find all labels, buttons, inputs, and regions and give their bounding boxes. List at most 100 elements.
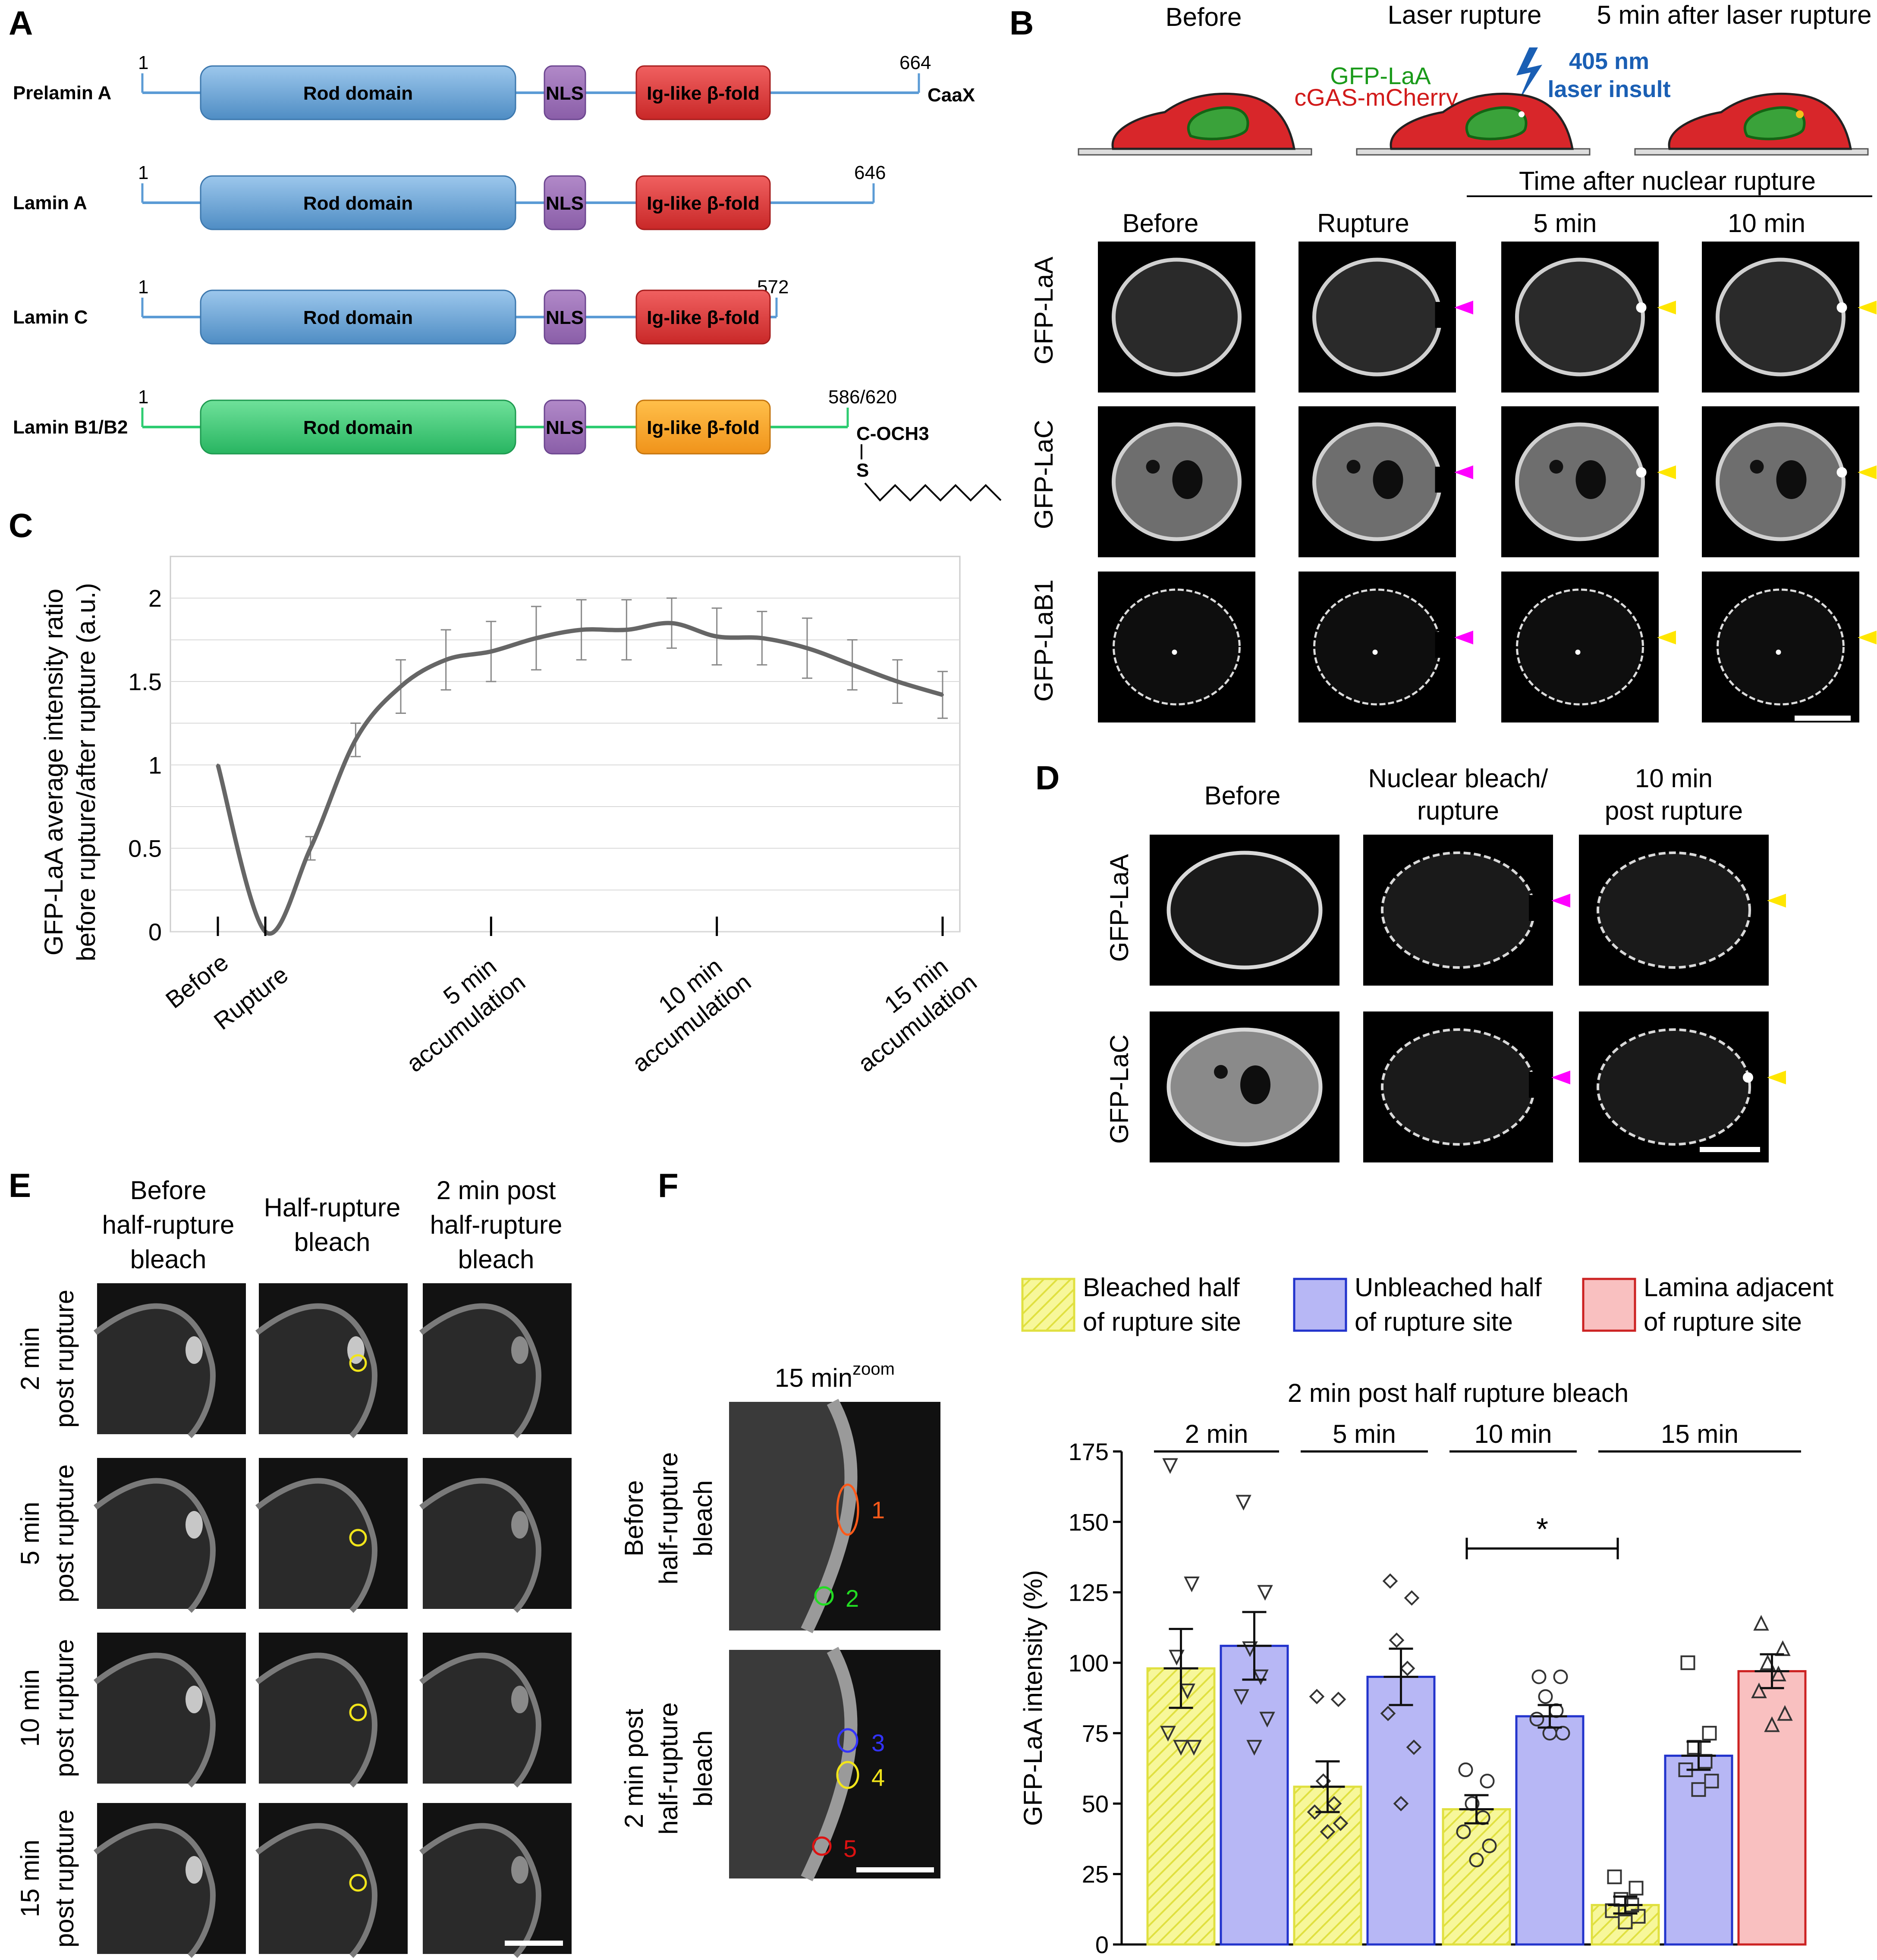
zoom-title: 15 minzoom — [775, 1360, 895, 1392]
ig-fold-label: Ig-like β-fold — [647, 307, 760, 328]
laser-bolt-icon — [1516, 47, 1542, 101]
data-point — [1333, 1816, 1349, 1831]
data-point — [1160, 1726, 1176, 1742]
nucleolus — [1214, 1065, 1228, 1079]
nls-domain — [544, 175, 586, 230]
data-point — [1775, 1640, 1791, 1656]
start-residue: 1 — [138, 52, 148, 73]
nucleus — [1312, 258, 1442, 377]
micrograph — [419, 1458, 572, 1613]
y-tick-label: 100 — [1069, 1649, 1109, 1677]
data-point — [399, 685, 402, 688]
prenyl-chain — [864, 482, 1002, 502]
accumulation-arrowhead — [1858, 465, 1877, 479]
data-point — [1691, 1782, 1706, 1797]
nucleus — [1166, 851, 1323, 970]
data-point — [1307, 1804, 1323, 1820]
protein-row: Prelamin A 1 664 Rod domain NLS Ig-like β-fol… — [13, 52, 975, 120]
roi-ellipse — [836, 1761, 859, 1789]
rupture-accumulation — [511, 1686, 528, 1713]
data-point — [1233, 1689, 1249, 1705]
roi-label: 4 — [871, 1764, 885, 1791]
protein-row: Lamin A 1 646 Rod domain NLS Ig-like β-fold — [13, 162, 886, 230]
y-tick-label: 0.5 — [128, 835, 162, 862]
schematic-after-label: 5 min after laser rupture — [1597, 0, 1872, 29]
e-row-label-l2: post rupture — [50, 1639, 79, 1777]
data-point — [1380, 1706, 1396, 1721]
roi-label: 3 — [871, 1729, 885, 1756]
micrograph — [1363, 835, 1570, 986]
panel-letter-b: B — [1009, 4, 1034, 42]
micrograph — [1298, 572, 1473, 722]
data-point — [1399, 1661, 1415, 1676]
e-col2-l2: bleach — [294, 1228, 371, 1256]
nucleoplasm — [729, 1402, 851, 1630]
nucleoplasm — [259, 1828, 372, 1954]
data-point — [1330, 1691, 1346, 1707]
legend-swatch — [1582, 1278, 1636, 1332]
nls-label: NLS — [546, 307, 584, 328]
start-residue: 1 — [138, 162, 148, 183]
nucleus — [1112, 258, 1242, 377]
nucleolus — [1575, 460, 1606, 499]
ig-fold-domain — [635, 65, 771, 120]
end-residue: 586/620 — [828, 386, 897, 408]
rupture-accumulation — [511, 1856, 528, 1884]
data-point — [444, 658, 447, 661]
data-point — [1777, 1705, 1793, 1721]
micrograph — [255, 1633, 408, 1788]
lamin-focus — [1172, 650, 1177, 655]
data-point — [1393, 1796, 1409, 1812]
nuclear-envelope — [801, 1398, 858, 1633]
nls-label: NLS — [546, 193, 584, 214]
ig-fold-domain — [635, 175, 771, 230]
nucleus — [1597, 851, 1751, 969]
data-point — [1326, 1796, 1342, 1812]
micrograph — [93, 1633, 246, 1788]
micrograph — [1298, 242, 1473, 393]
protein-name: Prelamin A — [13, 82, 111, 104]
panel-f: F 15 minzoom Before half-rupture bleach … — [619, 1166, 1834, 1958]
c-ylabel-line1: GFP-LaA average intensity ratio — [39, 589, 68, 955]
e-row-label-l2: post rupture — [50, 1290, 79, 1428]
nucleoplasm — [259, 1309, 372, 1434]
accumulation-arrowhead — [1657, 465, 1676, 479]
start-residue: 1 — [138, 276, 148, 298]
y-tick-label: 25 — [1082, 1861, 1109, 1888]
lamin-accumulation — [1743, 1072, 1753, 1083]
data-point — [670, 622, 673, 625]
micrograph — [419, 1633, 572, 1788]
y-tick-label: 150 — [1069, 1508, 1109, 1536]
panel-letter-d: D — [1035, 759, 1060, 797]
zoom-row2-l3: bleach — [689, 1731, 717, 1807]
rupture-gap — [1529, 895, 1540, 921]
nucleolus — [1240, 1065, 1270, 1104]
methyl-ester-label: C-OCH3 — [856, 423, 929, 444]
micrograph — [255, 1803, 408, 1958]
roi-label: 2 — [846, 1585, 859, 1612]
b-col-10min: 10 min — [1728, 209, 1805, 238]
roi-ellipse — [837, 1728, 858, 1753]
nls-label: NLS — [546, 83, 584, 104]
data-point — [851, 663, 854, 666]
data-point — [941, 693, 944, 696]
e-col3-l3: bleach — [458, 1245, 534, 1274]
group-label: 15 min — [1661, 1420, 1739, 1448]
lamin-accumulation — [1836, 467, 1847, 477]
y-tick-label: 0 — [148, 918, 162, 945]
data-point — [1482, 1838, 1497, 1853]
accumulation-arrowhead — [1858, 631, 1877, 644]
data-point — [1236, 1495, 1251, 1511]
micrograph — [1501, 242, 1676, 393]
data-point — [1469, 1853, 1484, 1868]
y-tick-label: 2 — [148, 585, 162, 612]
y-tick-label: 175 — [1069, 1438, 1109, 1465]
lamin-focus — [1776, 650, 1781, 655]
b-col-rupture: Rupture — [1317, 209, 1409, 238]
data-point — [1531, 1669, 1547, 1684]
e-col1-l2: half-rupture — [102, 1210, 235, 1239]
schematic-gfp-label: GFP-LaA — [1330, 62, 1431, 89]
d-micrograph-grid — [1150, 835, 1786, 1162]
nucleoplasm — [729, 1650, 851, 1878]
